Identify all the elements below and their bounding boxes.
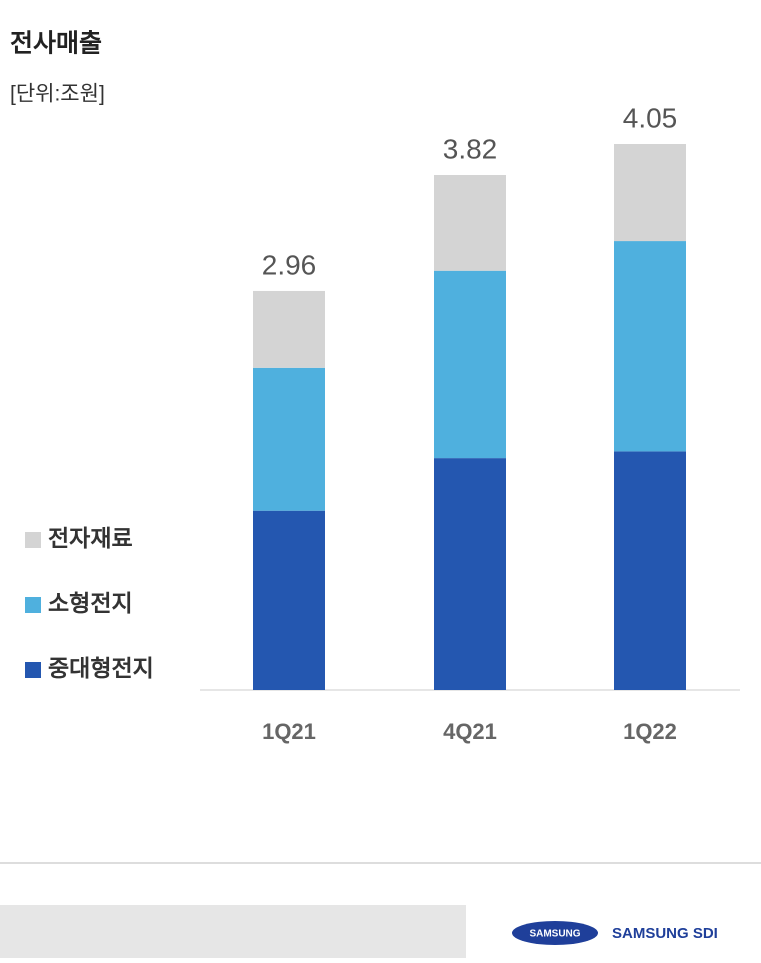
bar-segment — [614, 241, 686, 452]
chart-subtitle: [단위:조원] — [10, 83, 105, 106]
samsung-logo — [512, 921, 598, 945]
bar-segment — [253, 510, 325, 690]
brand-text: SAMSUNG SDI — [612, 925, 718, 942]
legend-swatch — [25, 662, 41, 678]
legend-swatch — [25, 597, 41, 613]
bar-segment — [434, 270, 506, 459]
legend-label: 중대형전지 — [48, 655, 154, 681]
footer-band — [0, 905, 466, 958]
total-label: 2.96 — [262, 249, 317, 280]
legend-swatch — [25, 532, 41, 548]
bar-segment — [614, 451, 686, 690]
bar-segment — [253, 367, 325, 511]
logo-text: SAMSUNG — [529, 929, 580, 940]
total-label: 4.05 — [623, 102, 678, 133]
chart-title: 전사매출 — [10, 30, 102, 58]
x-tick-label: 1Q21 — [262, 719, 316, 744]
x-tick-label: 4Q21 — [443, 719, 497, 744]
bar-segment — [614, 144, 686, 242]
bar-segment — [434, 458, 506, 690]
legend-label: 소형전지 — [48, 590, 133, 616]
bar-segment — [434, 175, 506, 271]
total-label: 3.82 — [443, 133, 498, 164]
bar-segment — [253, 290, 325, 368]
legend-label: 전자재료 — [48, 525, 133, 551]
x-tick-label: 1Q22 — [623, 719, 677, 744]
